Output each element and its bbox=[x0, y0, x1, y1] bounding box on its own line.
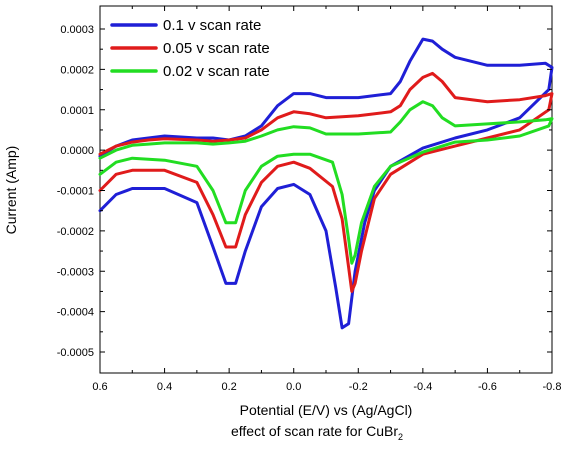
y-axis-label: Current (Amp) bbox=[3, 146, 19, 235]
y-tick-label: 0.0003 bbox=[60, 24, 94, 36]
y-tick-label: -0.0005 bbox=[57, 347, 94, 359]
y-tick-label: -0.0004 bbox=[57, 307, 94, 319]
y-tick-label: -0.0001 bbox=[57, 186, 94, 198]
x-axis-ticks: 0.6 0.4 0.2 0.0 -0.2 -0.4 -0.6 -0.8 bbox=[92, 6, 561, 393]
series-line-2 bbox=[98, 71, 554, 293]
y-tick-label: 0.0000 bbox=[60, 145, 94, 157]
series-lines bbox=[98, 37, 554, 330]
y-tick-label: -0.0003 bbox=[57, 266, 94, 278]
y-tick-label: 0.0002 bbox=[60, 64, 94, 76]
legend: 0.1 v scan rate 0.05 v scan rate 0.02 v sc… bbox=[110, 17, 270, 80]
chart-subtitle: effect of scan rate for CuBr2 bbox=[231, 423, 403, 442]
x-tick-label: -0.8 bbox=[543, 381, 562, 393]
x-tick-label: -0.6 bbox=[478, 381, 497, 393]
legend-label: 0.02 v scan rate bbox=[163, 63, 270, 80]
legend-label: 0.1 v scan rate bbox=[163, 17, 261, 34]
y-tick-label: 0.0001 bbox=[60, 105, 94, 117]
x-tick-label: -0.4 bbox=[413, 381, 432, 393]
series-line-1 bbox=[98, 37, 554, 330]
x-axis-label: Potential (E/V) vs (Ag/AgCl) bbox=[240, 402, 413, 418]
y-tick-label: -0.0002 bbox=[57, 226, 94, 238]
chart-subtitle-text: effect of scan rate for CuBr bbox=[231, 423, 398, 439]
x-tick-label: 0.6 bbox=[92, 381, 107, 393]
x-tick-label: 0.2 bbox=[221, 381, 236, 393]
legend-label: 0.05 v scan rate bbox=[163, 40, 270, 57]
x-tick-label: -0.2 bbox=[349, 381, 368, 393]
x-tick-label: 0.0 bbox=[286, 381, 301, 393]
series-line-3 bbox=[98, 100, 554, 265]
chart-subtitle-subscript: 2 bbox=[398, 432, 403, 442]
x-tick-label: 0.4 bbox=[157, 381, 172, 393]
y-axis-ticks: 0.0003 0.0002 0.0001 0.0000 -0.0001 -0.0002 -0… bbox=[57, 24, 552, 359]
